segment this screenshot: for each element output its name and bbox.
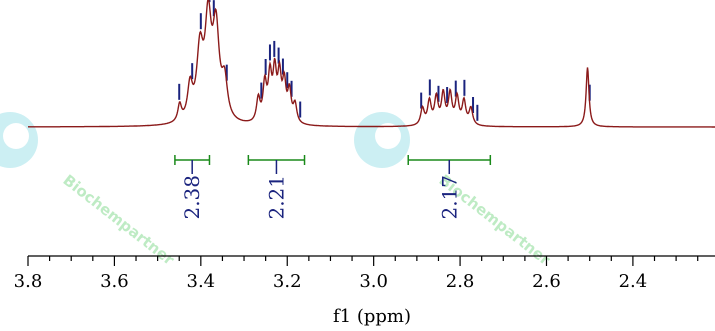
x-tick-label: 2.6 <box>532 271 561 292</box>
integral: 2.38 <box>174 155 211 220</box>
x-tick-label: 3.0 <box>359 271 388 292</box>
integral-annotations: 2.38 2.21 2.17 <box>174 155 492 220</box>
integral: 2.21 <box>247 155 306 220</box>
integral-label: 2.21 <box>264 175 288 220</box>
integral: 2.17 <box>407 155 492 220</box>
watermark-text-left: Biochempartner <box>60 171 179 269</box>
integral-label: 2.38 <box>180 175 204 220</box>
integral-label: 2.17 <box>437 175 461 220</box>
x-axis-title: f1 (ppm) <box>333 306 411 327</box>
watermark-logo-right <box>354 112 410 168</box>
peak-markers <box>178 0 591 121</box>
watermark-logo-left <box>0 112 38 168</box>
x-tick-label: 3.6 <box>100 271 129 292</box>
x-tick-label: 3.2 <box>273 271 302 292</box>
x-tick-label: 2.4 <box>619 271 648 292</box>
x-tick-label: 3.8 <box>14 271 43 292</box>
x-axis: 3.8 3.6 3.4 3.2 3.0 2.8 2.6 2.4 <box>14 255 715 292</box>
spectrum-line <box>28 0 715 128</box>
x-tick-label: 3.4 <box>187 271 216 292</box>
x-tick-label: 2.8 <box>446 271 475 292</box>
